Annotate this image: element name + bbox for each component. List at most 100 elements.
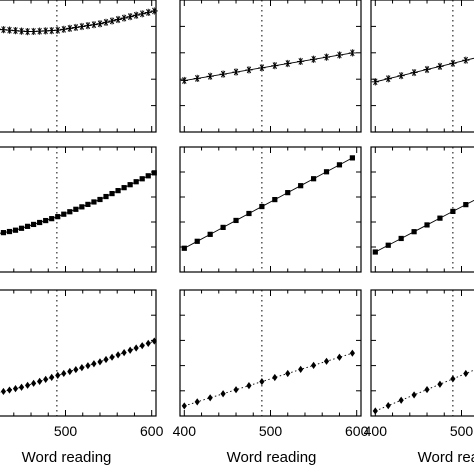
square-marker xyxy=(55,214,61,220)
square-marker xyxy=(139,176,145,182)
star-marker xyxy=(462,56,470,64)
star-marker xyxy=(30,27,38,36)
diamond-marker xyxy=(97,358,103,366)
square-marker xyxy=(67,209,73,215)
star-marker xyxy=(193,74,201,82)
diamond-marker xyxy=(79,364,85,372)
star-marker xyxy=(102,18,110,26)
panel-r1-c1 xyxy=(0,0,158,133)
panel-r2-c2 xyxy=(179,146,362,273)
star-marker xyxy=(297,57,305,65)
diamond-marker xyxy=(424,385,430,394)
star-marker xyxy=(258,64,266,72)
diamond-marker xyxy=(12,385,19,393)
square-marker xyxy=(437,215,443,221)
star-marker xyxy=(144,8,152,16)
panel-frame xyxy=(0,0,157,133)
star-marker xyxy=(309,55,318,63)
star-marker xyxy=(180,76,188,85)
square-marker xyxy=(151,170,157,176)
star-marker xyxy=(84,22,92,30)
diamond-marker xyxy=(85,362,91,370)
diamond-marker xyxy=(6,386,13,394)
x-axis-label: Word reading xyxy=(227,449,317,466)
star-marker xyxy=(335,51,344,59)
star-marker xyxy=(245,66,253,74)
diamond-marker xyxy=(246,382,252,390)
diamond-marker xyxy=(139,342,145,350)
diamond-marker xyxy=(450,375,456,383)
diamond-marker xyxy=(151,337,157,345)
square-marker xyxy=(31,221,37,228)
x-tick-label: 600 xyxy=(140,423,164,439)
star-marker xyxy=(48,27,56,35)
star-marker xyxy=(232,68,240,76)
square-marker xyxy=(272,196,278,203)
square-marker xyxy=(91,199,97,205)
star-marker xyxy=(138,10,146,18)
diamond-marker xyxy=(285,369,291,378)
series-line xyxy=(375,369,474,412)
star-marker xyxy=(384,75,392,83)
panel-r2-c3 xyxy=(370,146,474,273)
square-marker xyxy=(133,179,139,185)
square-marker xyxy=(6,228,13,235)
diamond-marker xyxy=(259,377,265,386)
panel-frame xyxy=(370,0,474,133)
x-tick-label: 600 xyxy=(345,423,369,439)
x-tick-label: 500 xyxy=(259,423,283,439)
diamond-marker xyxy=(310,361,317,369)
panel-r3-c1 xyxy=(0,289,157,417)
star-marker xyxy=(371,78,379,86)
diamond-marker xyxy=(91,360,97,368)
series-line xyxy=(375,57,474,83)
diamond-marker xyxy=(220,390,226,398)
diamond-marker xyxy=(298,365,304,374)
square-marker xyxy=(127,182,133,188)
square-marker xyxy=(73,206,79,212)
square-marker xyxy=(450,208,456,214)
diamond-marker xyxy=(272,373,278,382)
square-marker xyxy=(18,225,25,231)
diamond-marker xyxy=(181,402,187,410)
square-marker xyxy=(12,227,19,233)
diamond-marker xyxy=(49,373,55,381)
diamond-marker xyxy=(31,379,37,387)
diamond-marker xyxy=(18,383,25,391)
square-marker xyxy=(0,230,7,236)
diamond-marker xyxy=(55,371,61,380)
square-marker xyxy=(246,210,252,217)
panel-frame xyxy=(179,289,362,417)
square-marker xyxy=(194,238,200,244)
star-marker xyxy=(219,70,227,78)
panel-frame xyxy=(179,146,362,273)
star-marker xyxy=(0,26,8,34)
square-marker xyxy=(220,224,226,230)
star-marker xyxy=(54,26,62,34)
diamond-marker xyxy=(437,380,443,388)
star-marker xyxy=(150,7,158,15)
star-marker xyxy=(96,20,104,28)
panel-frame xyxy=(370,146,474,273)
star-marker xyxy=(397,72,405,80)
square-marker xyxy=(49,216,55,222)
square-marker xyxy=(97,196,103,203)
series-line xyxy=(184,352,353,407)
star-marker xyxy=(0,28,2,30)
square-marker xyxy=(207,231,213,237)
square-marker xyxy=(298,183,304,189)
star-marker xyxy=(126,13,134,21)
star-marker xyxy=(348,49,356,57)
star-marker xyxy=(120,14,128,22)
x-tick-label: 500 xyxy=(54,423,78,439)
diamond-marker xyxy=(103,355,109,364)
square-marker xyxy=(24,223,31,229)
series-line xyxy=(375,199,474,253)
square-marker xyxy=(310,176,317,182)
square-marker xyxy=(372,249,378,255)
x-tick-label: 400 xyxy=(173,423,197,439)
star-marker xyxy=(271,62,279,70)
x-tick-label: 400 xyxy=(364,423,388,439)
diamond-marker xyxy=(398,396,404,404)
